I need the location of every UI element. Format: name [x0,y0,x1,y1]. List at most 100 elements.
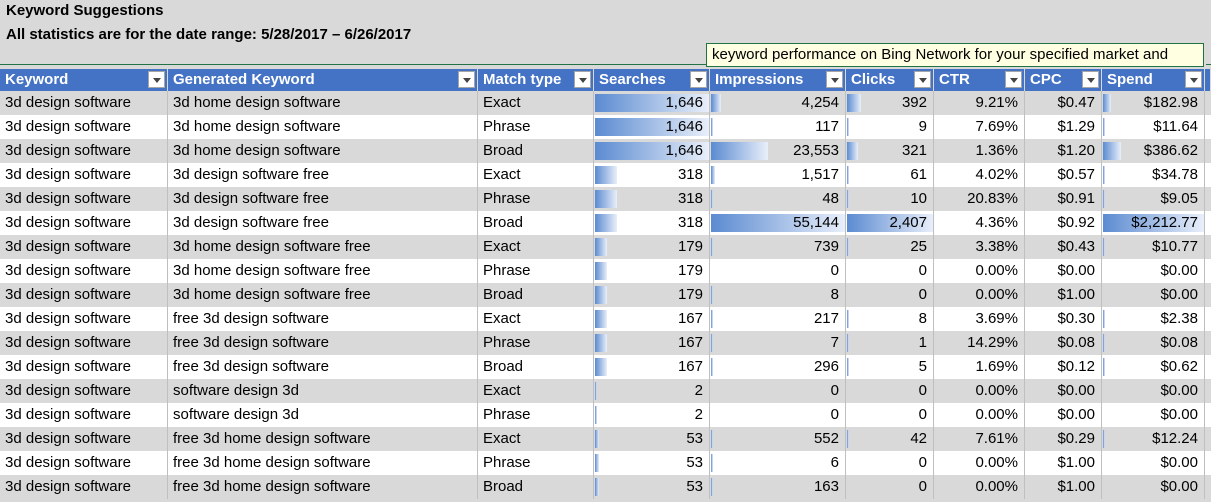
cell-spend[interactable]: $0.00 [1102,259,1205,283]
cell-ctr[interactable]: 0.00% [934,403,1025,427]
cell-spend[interactable]: $0.62 [1102,355,1205,379]
cell-match-type[interactable]: Broad [478,475,594,499]
cell-impressions[interactable]: 55,144 [710,211,846,235]
cell-spend[interactable]: $34.78 [1102,163,1205,187]
cell-keyword[interactable]: 3d design software [0,283,168,307]
cell-cpc[interactable]: $0.12 [1025,355,1102,379]
cell-clicks[interactable]: 2,407 [846,211,934,235]
cell-generated-keyword[interactable]: 3d home design software free [168,259,478,283]
cell-clicks[interactable]: 0 [846,283,934,307]
cell-generated-keyword[interactable]: software design 3d [168,403,478,427]
cell-generated-keyword[interactable]: 3d home design software free [168,283,478,307]
cell-generated-keyword[interactable]: software design 3d [168,379,478,403]
cell-ctr[interactable]: 1.69% [934,355,1025,379]
cell-impressions[interactable]: 0 [710,403,846,427]
cell-spend[interactable]: $182.98 [1102,91,1205,115]
cell-spend[interactable]: $0.00 [1102,403,1205,427]
cell-clicks[interactable]: 0 [846,379,934,403]
cell-match-type[interactable]: Broad [478,355,594,379]
cell-impressions[interactable]: 552 [710,427,846,451]
filter-dropdown-clicks[interactable] [914,71,931,88]
cell-generated-keyword[interactable]: free 3d home design software [168,475,478,499]
cell-searches[interactable]: 318 [594,211,710,235]
cell-ctr[interactable]: 0.00% [934,283,1025,307]
cell-searches[interactable]: 167 [594,307,710,331]
cell-clicks[interactable]: 1 [846,331,934,355]
filter-dropdown-generated-keyword[interactable] [458,71,475,88]
cell-keyword[interactable]: 3d design software [0,451,168,475]
cell-impressions[interactable]: 8 [710,283,846,307]
cell-cpc[interactable]: $0.47 [1025,91,1102,115]
cell-impressions[interactable]: 217 [710,307,846,331]
cell-searches[interactable]: 179 [594,283,710,307]
cell-searches[interactable]: 167 [594,355,710,379]
cell-searches[interactable]: 167 [594,331,710,355]
cell-match-type[interactable]: Exact [478,91,594,115]
cell-keyword[interactable]: 3d design software [0,139,168,163]
cell-cpc[interactable]: $0.00 [1025,403,1102,427]
cell-cpc[interactable]: $0.57 [1025,163,1102,187]
cell-ctr[interactable]: 0.00% [934,475,1025,499]
cell-searches[interactable]: 2 [594,403,710,427]
filter-dropdown-cpc[interactable] [1082,71,1099,88]
cell-generated-keyword[interactable]: 3d home design software [168,139,478,163]
filter-dropdown-match-type[interactable] [574,71,591,88]
cell-keyword[interactable]: 3d design software [0,259,168,283]
cell-keyword[interactable]: 3d design software [0,187,168,211]
cell-keyword[interactable]: 3d design software [0,355,168,379]
cell-impressions[interactable]: 1,517 [710,163,846,187]
cell-match-type[interactable]: Phrase [478,331,594,355]
cell-clicks[interactable]: 0 [846,259,934,283]
cell-clicks[interactable]: 8 [846,307,934,331]
cell-match-type[interactable]: Broad [478,139,594,163]
cell-clicks[interactable]: 5 [846,355,934,379]
cell-searches[interactable]: 2 [594,379,710,403]
cell-impressions[interactable]: 4,254 [710,91,846,115]
cell-cpc[interactable]: $0.00 [1025,259,1102,283]
cell-match-type[interactable]: Phrase [478,259,594,283]
cell-match-type[interactable]: Phrase [478,403,594,427]
filter-dropdown-searches[interactable] [690,71,707,88]
cell-spend[interactable]: $11.64 [1102,115,1205,139]
cell-keyword[interactable]: 3d design software [0,115,168,139]
cell-spend[interactable]: $2.38 [1102,307,1205,331]
cell-cpc[interactable]: $0.92 [1025,211,1102,235]
cell-cpc[interactable]: $0.08 [1025,331,1102,355]
cell-ctr[interactable]: 4.02% [934,163,1025,187]
cell-match-type[interactable]: Exact [478,307,594,331]
cell-spend[interactable]: $0.00 [1102,379,1205,403]
cell-clicks[interactable]: 392 [846,91,934,115]
cell-cpc[interactable]: $1.00 [1025,283,1102,307]
cell-match-type[interactable]: Exact [478,163,594,187]
cell-ctr[interactable]: 20.83% [934,187,1025,211]
filter-dropdown-keyword[interactable] [148,71,165,88]
cell-generated-keyword[interactable]: 3d home design software free [168,235,478,259]
cell-generated-keyword[interactable]: 3d design software free [168,211,478,235]
cell-keyword[interactable]: 3d design software [0,475,168,499]
cell-searches[interactable]: 53 [594,427,710,451]
cell-spend[interactable]: $0.08 [1102,331,1205,355]
cell-spend[interactable]: $0.00 [1102,475,1205,499]
cell-spend[interactable]: $9.05 [1102,187,1205,211]
cell-cpc[interactable]: $1.00 [1025,475,1102,499]
cell-keyword[interactable]: 3d design software [0,91,168,115]
cell-clicks[interactable]: 0 [846,451,934,475]
cell-spend[interactable]: $12.24 [1102,427,1205,451]
cell-searches[interactable]: 1,646 [594,139,710,163]
cell-impressions[interactable]: 296 [710,355,846,379]
cell-generated-keyword[interactable]: free 3d home design software [168,451,478,475]
cell-spend[interactable]: $0.00 [1102,451,1205,475]
cell-generated-keyword[interactable]: free 3d design software [168,307,478,331]
cell-ctr[interactable]: 9.21% [934,91,1025,115]
cell-impressions[interactable]: 0 [710,259,846,283]
filter-dropdown-impressions[interactable] [826,71,843,88]
cell-impressions[interactable]: 48 [710,187,846,211]
cell-spend[interactable]: $10.77 [1102,235,1205,259]
cell-ctr[interactable]: 0.00% [934,379,1025,403]
cell-match-type[interactable]: Exact [478,379,594,403]
cell-searches[interactable]: 318 [594,187,710,211]
cell-keyword[interactable]: 3d design software [0,427,168,451]
cell-ctr[interactable]: 4.36% [934,211,1025,235]
cell-clicks[interactable]: 0 [846,475,934,499]
cell-ctr[interactable]: 3.38% [934,235,1025,259]
